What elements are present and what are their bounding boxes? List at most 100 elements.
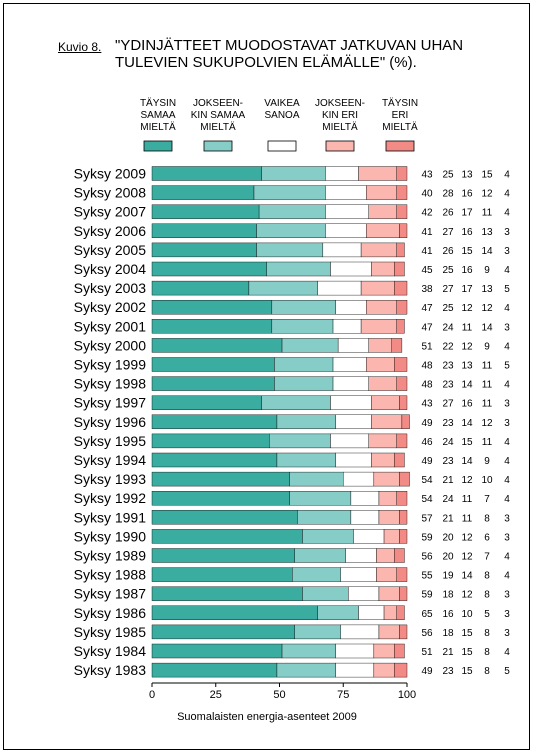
bar-segment — [325, 185, 367, 200]
bar-segment — [266, 261, 331, 277]
value-label: 27 — [442, 227, 454, 238]
bar-segment — [271, 319, 334, 334]
bar-segment — [151, 605, 318, 620]
bar-segment — [289, 471, 344, 487]
bar-segment — [261, 395, 331, 410]
bar-segment — [248, 280, 318, 296]
value-label: 4 — [504, 303, 510, 314]
bar-segment — [289, 491, 352, 506]
value-label: 27 — [442, 284, 454, 295]
bar-segment — [378, 510, 400, 525]
value-label: 7 — [484, 494, 490, 505]
bar-segment — [292, 567, 341, 582]
bar-segment — [276, 452, 336, 468]
value-label: 23 — [442, 361, 454, 372]
legend-swatch-3 — [267, 140, 297, 152]
value-label: 4 — [504, 456, 510, 467]
value-label: 8 — [484, 666, 490, 677]
bar-segment — [269, 433, 331, 449]
category-label: Syksy 1993 — [74, 471, 147, 487]
bar-segment — [399, 510, 408, 525]
value-label: 4 — [504, 341, 510, 352]
value-label: 46 — [421, 437, 433, 448]
legend-label-1: TÄYSIN SAMAA MIELTÄ — [140, 97, 176, 133]
value-label: 21 — [442, 647, 454, 658]
bar-segment — [276, 414, 336, 429]
bar-segment — [396, 242, 405, 258]
value-label: 15 — [461, 647, 473, 658]
value-label: 48 — [421, 361, 433, 372]
bar-segment — [368, 376, 397, 391]
bar-segment — [394, 280, 408, 296]
bar-segment — [151, 567, 293, 582]
category-label: Syksy 1984 — [74, 643, 147, 659]
x-tick-label: 75 — [337, 689, 349, 701]
bar-segment — [325, 223, 367, 239]
bar-segment — [358, 166, 397, 181]
x-tick-label: 100 — [398, 689, 416, 701]
value-label: 23 — [442, 380, 454, 391]
legend-label-3: VAIKEA SANOA — [264, 98, 300, 121]
bar-segment — [394, 643, 405, 659]
bar-segment — [294, 624, 341, 640]
value-label: 27 — [442, 399, 454, 410]
bar-segment — [302, 529, 354, 544]
value-label: 40 — [421, 189, 433, 200]
bar-segment — [335, 662, 375, 678]
bar-segment — [396, 204, 408, 219]
value-label: 3 — [504, 246, 510, 257]
bar-segment — [371, 414, 403, 429]
bar-segment — [276, 662, 336, 678]
value-label: 13 — [481, 227, 493, 238]
bar-segment — [151, 261, 267, 277]
bar-segment — [366, 300, 398, 315]
value-label: 56 — [421, 552, 433, 563]
bar-segment — [302, 586, 349, 601]
bar-segment — [337, 338, 369, 353]
bar-segment — [371, 261, 395, 277]
bar-segment — [335, 452, 372, 468]
value-label: 9 — [484, 341, 490, 352]
bar-segment — [396, 433, 408, 449]
value-label: 12 — [461, 532, 473, 543]
category-label: Syksy 2006 — [74, 223, 147, 239]
value-label: 4 — [504, 647, 510, 658]
bar-segment — [340, 624, 380, 640]
bar-segment — [317, 605, 359, 620]
bar-segment — [151, 414, 278, 429]
bar-segment — [350, 491, 380, 506]
value-label: 38 — [421, 284, 433, 295]
value-label: 15 — [461, 437, 473, 448]
bar-segment — [394, 357, 408, 372]
value-label: 13 — [461, 361, 473, 372]
value-label: 18 — [442, 628, 454, 639]
bar-segment — [151, 376, 275, 391]
value-label: 51 — [421, 647, 433, 658]
category-label: Syksy 1985 — [74, 624, 147, 640]
bar-segment — [396, 166, 408, 181]
category-label: Syksy 1988 — [74, 567, 147, 583]
bar-segment — [151, 223, 257, 239]
value-label: 16 — [461, 227, 473, 238]
bar-segment — [256, 223, 326, 239]
bar-segment — [297, 510, 352, 525]
bar-segment — [330, 261, 372, 277]
value-label: 3 — [504, 532, 510, 543]
value-label: 5 — [504, 666, 510, 677]
bar-segment — [373, 643, 395, 659]
bar-segment — [256, 242, 324, 258]
bar-segment — [335, 414, 372, 429]
value-label: 4 — [504, 437, 510, 448]
value-label: 21 — [442, 513, 454, 524]
chart-title: "YDINJÄTTEET MUODOSTAVAT JATKUVAN UHAN T… — [115, 37, 464, 71]
figure-label: Kuvio 8. — [58, 40, 102, 54]
value-label: 17 — [461, 284, 473, 295]
value-label: 13 — [461, 170, 473, 181]
bar-segment — [399, 471, 410, 487]
value-label: 19 — [442, 571, 454, 582]
value-label: 11 — [482, 361, 493, 372]
value-label: 49 — [421, 666, 433, 677]
value-label: 11 — [482, 380, 493, 391]
value-label: 26 — [442, 246, 454, 257]
value-label: 20 — [442, 532, 454, 543]
